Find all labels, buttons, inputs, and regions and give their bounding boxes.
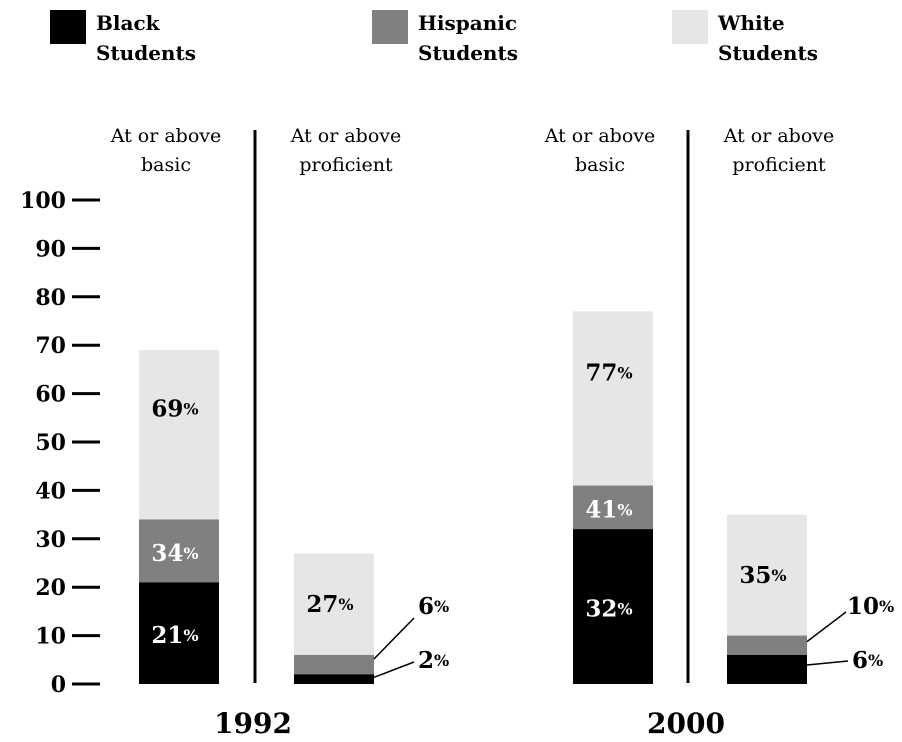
legend-label-black-line2: Students [96, 41, 196, 65]
legend-swatch-black [50, 10, 86, 44]
legend: Black Students Hispanic Students White Studen… [50, 10, 818, 65]
legend-label-white-line2: Students [718, 41, 818, 65]
column-subtitle: At or above [544, 125, 656, 147]
column-subtitle: At or above [290, 125, 402, 147]
data-label: 27% [306, 591, 353, 618]
data-label: 2% [418, 647, 449, 674]
bar-segment-white [139, 350, 219, 520]
legend-label-black: Black [96, 11, 161, 35]
data-label: 35% [739, 562, 786, 589]
y-axis: 0 10 20 30 40 50 60 70 80 90 100 [20, 188, 100, 698]
column-subtitle-line2: proficient [732, 154, 826, 176]
legend-label-hispanic-line2: Students [418, 41, 518, 65]
bars [139, 311, 807, 684]
y-tick-label: 60 [35, 382, 66, 408]
y-tick-label: 0 [51, 672, 66, 698]
column-subtitle-line2: basic [575, 154, 625, 176]
bar-segment-black [139, 582, 219, 684]
data-label: 41% [585, 496, 632, 523]
bar-segment-hispanic [294, 654, 374, 675]
bar-segment-white [573, 311, 653, 486]
column-subtitle-line2: basic [141, 154, 191, 176]
y-tick-label: 20 [35, 575, 66, 601]
data-labels: 69% 34% 21% 27% 6% 2% 77% 41% 32% 35% 10% 6% [151, 359, 894, 679]
legend-swatch-white [672, 10, 708, 44]
legend-swatch-hispanic [372, 10, 408, 44]
data-label: 6% [418, 593, 449, 620]
bar-segment-white [294, 553, 374, 655]
callout-line-hispanic [373, 617, 415, 660]
callout-line-hispanic [806, 611, 847, 643]
bar-segment-hispanic [139, 519, 219, 583]
year-label: 1992 [214, 707, 292, 740]
y-tick-label: 10 [35, 624, 66, 650]
data-label: 77% [585, 359, 632, 386]
legend-label-white: White [717, 11, 785, 35]
data-label: 10% [847, 593, 894, 620]
bar-segment-white [727, 514, 807, 636]
legend-item-hispanic: Hispanic Students [372, 10, 518, 65]
bar-segment-black [573, 529, 653, 684]
year-label: 2000 [647, 707, 725, 740]
column-subtitle-line2: proficient [299, 154, 393, 176]
data-label: 6% [852, 647, 883, 674]
y-tick-label: 40 [35, 478, 66, 504]
panel-dividers [253, 130, 690, 683]
data-label: 32% [585, 596, 632, 623]
data-label: 34% [151, 540, 198, 567]
year-labels: 1992 2000 [214, 707, 725, 740]
legend-label-hispanic: Hispanic [418, 11, 517, 35]
legend-item-black: Black Students [50, 10, 196, 65]
column-subtitle: At or above [110, 125, 222, 147]
y-tick-label: 100 [20, 188, 66, 214]
y-tick-label: 80 [35, 285, 66, 311]
column-subtitles: At or above basic At or above proficient At … [110, 125, 835, 176]
y-tick-label: 30 [35, 527, 66, 553]
bar-segment-black [294, 674, 374, 684]
bar-segment-hispanic [573, 485, 653, 530]
legend-item-white: White Students [672, 10, 818, 65]
column-subtitle: At or above [723, 125, 835, 147]
data-label: 21% [151, 622, 198, 649]
bar-segment-hispanic [727, 635, 807, 655]
data-label: 69% [151, 396, 198, 423]
y-tick-label: 70 [35, 333, 66, 359]
callout-line-black [373, 661, 415, 679]
y-tick-label: 50 [35, 430, 66, 456]
bar-segment-black [727, 654, 807, 684]
callout-line-black [806, 660, 849, 666]
y-tick-label: 90 [35, 236, 66, 262]
